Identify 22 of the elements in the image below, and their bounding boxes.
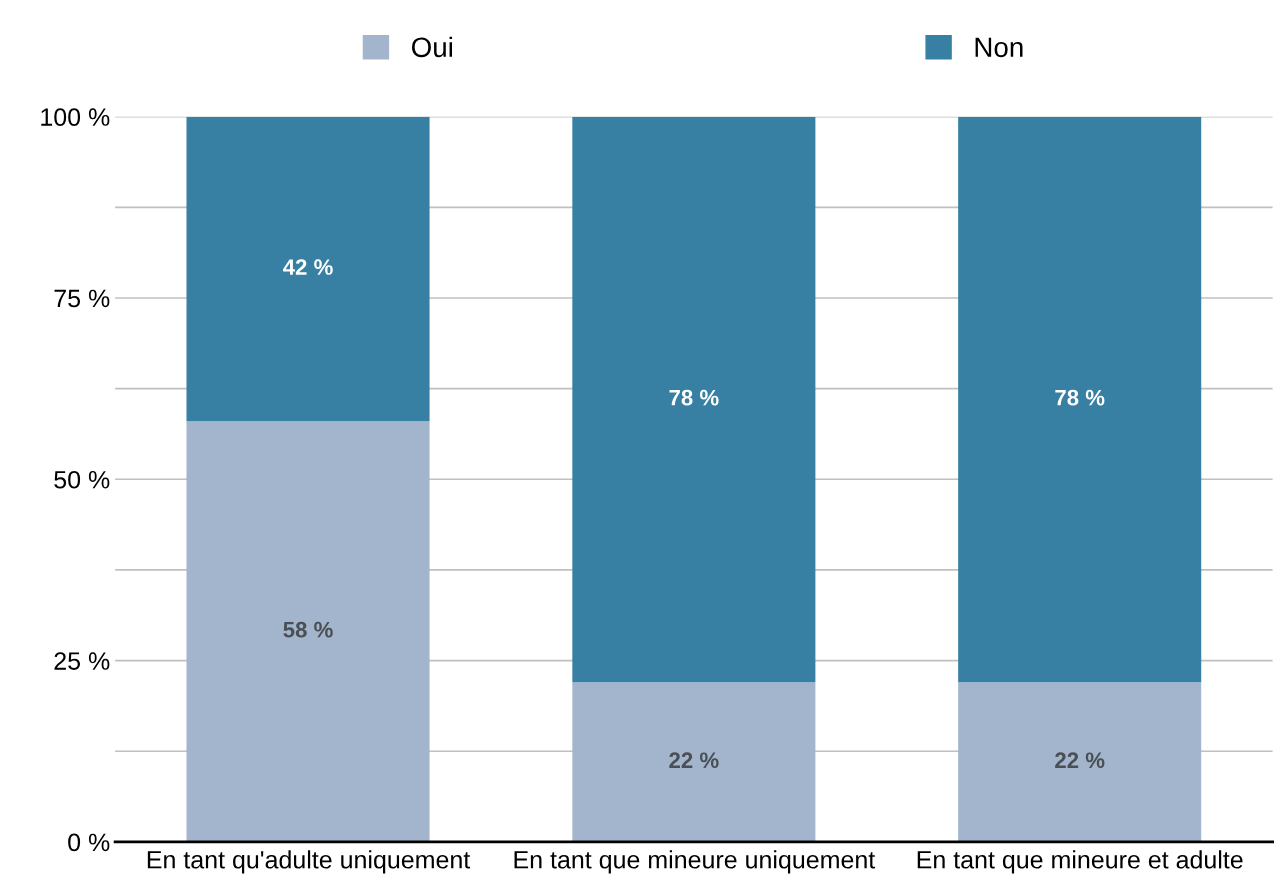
bar [572, 682, 816, 842]
bar [572, 116, 816, 683]
x-tick-label: En tant que mineure et adulte [917, 850, 1243, 874]
bar [958, 682, 1202, 842]
y-tick-label: 75 % [54, 289, 110, 308]
x-tick-label: En tant que mineure uniquement [514, 850, 876, 874]
data-label: 22 % [669, 752, 719, 769]
data-label: 22 % [1055, 752, 1105, 769]
data-label: 42 % [283, 259, 333, 275]
y-tick-label: 0 % [68, 833, 110, 852]
bar [186, 421, 430, 842]
data-label: 78 % [669, 389, 719, 406]
legend-label: Non [975, 37, 1023, 58]
data-label: 78 % [1055, 389, 1105, 406]
y-tick-label: 50 % [54, 470, 110, 489]
y-tick-label: 100 % [41, 108, 110, 126]
y-tick-label: 25 % [54, 652, 110, 670]
x-tick-label: En tant qu'adulte uniquement [147, 850, 471, 874]
legend-label: Oui [411, 36, 453, 58]
data-label: 58 % [283, 621, 333, 638]
bar [186, 116, 430, 422]
bar [958, 116, 1202, 683]
